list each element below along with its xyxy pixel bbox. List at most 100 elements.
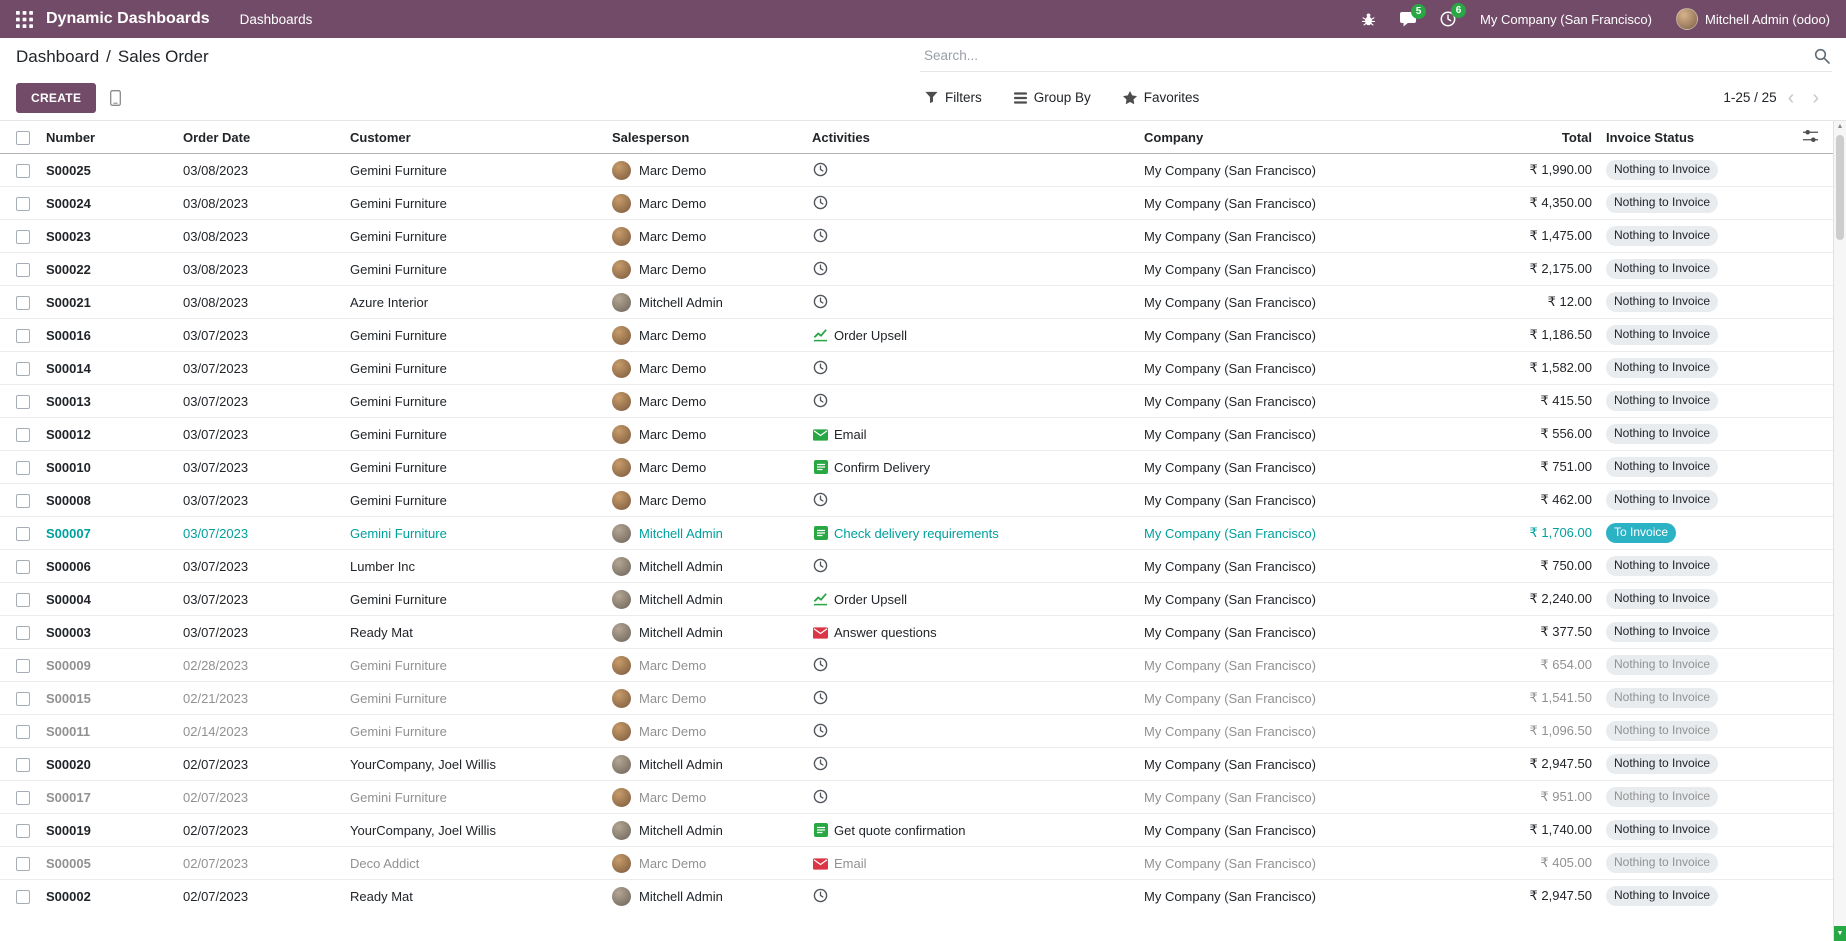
row-checkbox[interactable] [16, 592, 30, 607]
search-input[interactable] [920, 43, 1814, 68]
activity-icon[interactable] [812, 393, 829, 408]
activity-icon[interactable] [812, 525, 829, 540]
favorites-button[interactable]: Favorites [1122, 90, 1199, 105]
row-checkbox[interactable] [16, 625, 30, 640]
table-row[interactable]: S00010 03/07/2023 Gemini Furniture Marc … [0, 450, 1846, 484]
activity-icon[interactable] [812, 657, 829, 672]
scroll-up-icon[interactable]: ▲ [1836, 123, 1844, 130]
company-switcher[interactable]: My Company (San Francisco) [1480, 11, 1652, 27]
col-header-company[interactable]: Company [1138, 121, 1428, 154]
col-header-activities[interactable]: Activities [806, 121, 1138, 154]
table-row[interactable]: S00002 02/07/2023 Ready Mat Mitchell Adm… [0, 879, 1846, 913]
activity-icon[interactable] [812, 789, 829, 804]
table-row[interactable]: S00005 02/07/2023 Deco Addict Marc Demo … [0, 846, 1846, 880]
breadcrumb-parent[interactable]: Dashboard [16, 46, 100, 66]
row-checkbox[interactable] [16, 361, 30, 376]
activity-icon[interactable] [812, 558, 829, 573]
table-row[interactable]: S00003 03/07/2023 Ready Mat Mitchell Adm… [0, 615, 1846, 649]
table-row[interactable]: S00007 03/07/2023 Gemini Furniture Mitch… [0, 516, 1846, 550]
table-row[interactable]: S00006 03/07/2023 Lumber Inc Mitchell Ad… [0, 549, 1846, 583]
row-checkbox[interactable] [16, 427, 30, 442]
row-checkbox[interactable] [16, 328, 30, 343]
table-row[interactable]: S00012 03/07/2023 Gemini Furniture Marc … [0, 417, 1846, 451]
search-bar[interactable] [920, 43, 1832, 72]
col-header-order-date[interactable]: Order Date [177, 121, 344, 154]
col-header-number[interactable]: Number [40, 121, 177, 154]
row-checkbox[interactable] [16, 460, 30, 475]
row-checkbox[interactable] [16, 691, 30, 706]
activity-icon[interactable] [812, 888, 829, 903]
menu-dashboards[interactable]: Dashboards [239, 11, 313, 27]
activity-icon[interactable] [812, 822, 829, 837]
table-row[interactable]: S00023 03/08/2023 Gemini Furniture Marc … [0, 219, 1846, 253]
activity-icon[interactable] [812, 626, 829, 639]
row-checkbox[interactable] [16, 229, 30, 244]
table-row[interactable]: S00022 03/08/2023 Gemini Furniture Marc … [0, 252, 1846, 286]
col-header-customer[interactable]: Customer [344, 121, 606, 154]
table-row[interactable]: S00024 03/08/2023 Gemini Furniture Marc … [0, 186, 1846, 220]
activities-icon[interactable]: 6 [1440, 3, 1467, 27]
messages-icon[interactable]: 5 [1400, 3, 1427, 27]
select-all-checkbox[interactable] [16, 131, 30, 146]
row-checkbox[interactable] [16, 890, 30, 905]
table-row[interactable]: S00019 02/07/2023 YourCompany, Joel Will… [0, 813, 1846, 847]
table-row[interactable]: S00020 02/07/2023 YourCompany, Joel Will… [0, 747, 1846, 781]
table-row[interactable]: S00014 03/07/2023 Gemini Furniture Marc … [0, 351, 1846, 385]
table-row[interactable]: S00016 03/07/2023 Gemini Furniture Marc … [0, 318, 1846, 352]
activity-icon[interactable] [812, 591, 829, 606]
filters-button[interactable]: Filters [925, 90, 982, 105]
table-row[interactable]: S00009 02/28/2023 Gemini Furniture Marc … [0, 648, 1846, 682]
activity-icon[interactable] [812, 756, 829, 771]
row-checkbox[interactable] [16, 724, 30, 739]
scrollbar[interactable]: ▲ ▼ [1833, 121, 1846, 941]
search-icon[interactable] [1814, 48, 1832, 64]
pager-previous-icon[interactable]: ‹ [1787, 86, 1795, 109]
mobile-icon[interactable] [110, 89, 122, 106]
apps-menu-icon[interactable] [10, 10, 38, 28]
row-checkbox[interactable] [16, 823, 30, 838]
table-row[interactable]: S00008 03/07/2023 Gemini Furniture Marc … [0, 483, 1846, 517]
table-row[interactable]: S00004 03/07/2023 Gemini Furniture Mitch… [0, 582, 1846, 616]
activity-icon[interactable] [812, 261, 829, 276]
row-checkbox[interactable] [16, 757, 30, 772]
row-checkbox[interactable] [16, 658, 30, 673]
create-button[interactable]: CREATE [16, 82, 97, 113]
table-row[interactable]: S00021 03/08/2023 Azure Interior Mitchel… [0, 285, 1846, 319]
user-menu[interactable]: Mitchell Admin (odoo) [1676, 8, 1830, 30]
row-checkbox[interactable] [16, 196, 30, 211]
activity-icon[interactable] [812, 294, 829, 309]
app-name[interactable]: Dynamic Dashboards [46, 10, 210, 27]
activity-icon[interactable] [812, 492, 829, 507]
table-row[interactable]: S00013 03/07/2023 Gemini Furniture Marc … [0, 384, 1846, 418]
row-checkbox[interactable] [16, 163, 30, 178]
row-checkbox[interactable] [16, 559, 30, 574]
col-header-salesperson[interactable]: Salesperson [606, 121, 806, 154]
scrollbar-thumb[interactable] [1836, 135, 1844, 240]
activity-icon[interactable] [812, 360, 829, 375]
debug-icon[interactable] [1361, 12, 1376, 27]
activity-icon[interactable] [812, 195, 829, 210]
activity-icon[interactable] [812, 228, 829, 243]
row-checkbox[interactable] [16, 493, 30, 508]
col-header-total[interactable]: Total [1428, 121, 1600, 154]
activity-icon[interactable] [812, 428, 829, 441]
row-checkbox[interactable] [16, 394, 30, 409]
activity-icon[interactable] [812, 459, 829, 474]
table-row[interactable]: S00017 02/07/2023 Gemini Furniture Marc … [0, 780, 1846, 814]
table-row[interactable]: S00015 02/21/2023 Gemini Furniture Marc … [0, 681, 1846, 715]
row-checkbox[interactable] [16, 790, 30, 805]
activity-icon[interactable] [812, 162, 829, 177]
activity-icon[interactable] [812, 723, 829, 738]
group-by-button[interactable]: Group By [1013, 90, 1091, 105]
row-checkbox[interactable] [16, 526, 30, 541]
activity-icon[interactable] [812, 690, 829, 705]
table-row[interactable]: S00025 03/08/2023 Gemini Furniture Marc … [0, 154, 1846, 187]
activity-icon[interactable] [812, 327, 829, 342]
pager-value[interactable]: 1-25 / 25 [1723, 90, 1777, 105]
row-checkbox[interactable] [16, 856, 30, 871]
optional-columns-icon[interactable] [1803, 130, 1818, 146]
row-checkbox[interactable] [16, 295, 30, 310]
col-header-invoice-status[interactable]: Invoice Status [1600, 121, 1758, 154]
table-row[interactable]: S00011 02/14/2023 Gemini Furniture Marc … [0, 714, 1846, 748]
row-checkbox[interactable] [16, 262, 30, 277]
